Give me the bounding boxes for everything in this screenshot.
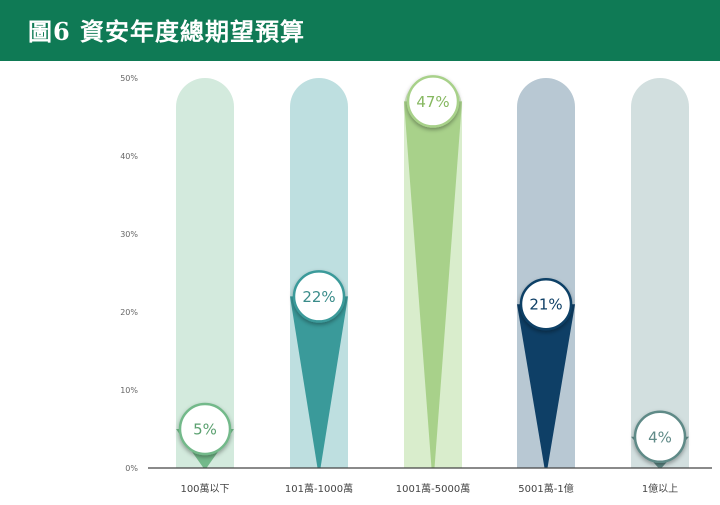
y-tick-label: 30% bbox=[120, 230, 138, 239]
category-label: 5001萬-1億 bbox=[518, 482, 573, 495]
y-tick-label: 20% bbox=[120, 308, 138, 317]
header-bar: 圖6 資安年度總期望預算 bbox=[0, 0, 720, 61]
value-bubble bbox=[633, 410, 687, 464]
y-tick-label: 10% bbox=[120, 386, 138, 395]
category-label: 1001萬-5000萬 bbox=[396, 482, 471, 495]
value-bubble bbox=[519, 277, 573, 331]
data-label: 47% bbox=[416, 93, 449, 111]
data-label: 5% bbox=[193, 421, 217, 439]
y-tick-label: 50% bbox=[120, 74, 138, 83]
value-bubble bbox=[292, 270, 346, 323]
y-tick-label: 0% bbox=[125, 464, 138, 473]
value-bubble bbox=[178, 402, 232, 456]
category-label: 101萬-1000萬 bbox=[285, 482, 353, 495]
data-label: 4% bbox=[648, 428, 672, 446]
bar-mark bbox=[404, 101, 462, 469]
bar-track bbox=[176, 78, 234, 468]
chart-title: 圖6 資安年度總期望預算 bbox=[28, 17, 306, 46]
value-bubble bbox=[406, 75, 460, 128]
data-label: 21% bbox=[529, 296, 562, 314]
bar-mark bbox=[517, 304, 575, 468]
category-label: 1億以上 bbox=[642, 482, 678, 495]
bar-mark bbox=[290, 296, 348, 468]
y-tick-label: 40% bbox=[120, 152, 138, 161]
category-label: 100萬以下 bbox=[180, 482, 229, 495]
data-label: 22% bbox=[302, 288, 335, 306]
bar-track bbox=[631, 78, 689, 468]
bar-chart: 0% 10% 20% 30% 40% 50% 5% 100萬以下 22% 101萬-1000萬 47… bbox=[120, 74, 712, 495]
